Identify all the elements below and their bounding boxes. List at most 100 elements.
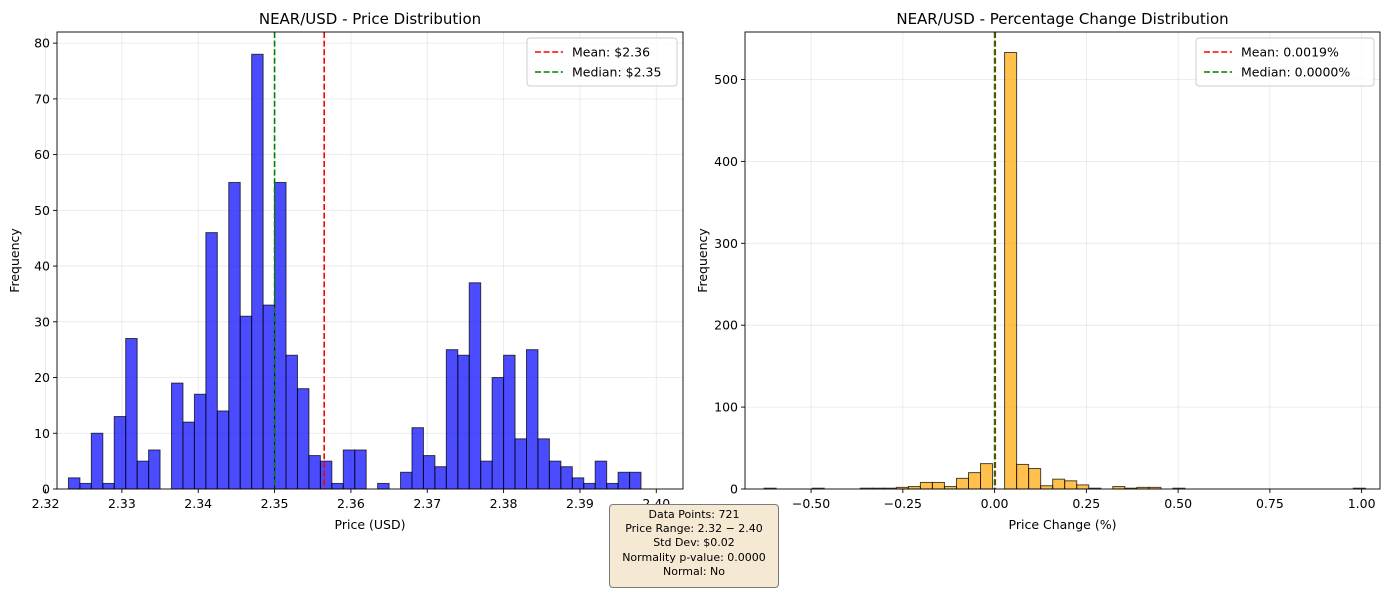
stat-normal: Normal: No xyxy=(663,564,725,578)
histogram-bar xyxy=(377,482,390,490)
y-axis-label: Frequency xyxy=(695,228,710,293)
histogram-bar xyxy=(537,438,550,490)
x-tick-label: 2.33 xyxy=(108,496,136,511)
legend-median-label: Median: 0.0000% xyxy=(1241,65,1350,80)
y-tick-label: 100 xyxy=(714,400,738,415)
histogram-bar xyxy=(251,53,264,490)
histogram-bar xyxy=(931,481,945,490)
plot-frame xyxy=(56,31,684,490)
y-tick-label: 500 xyxy=(714,72,738,87)
y-axis-label: Frequency xyxy=(7,228,22,293)
histogram-bar xyxy=(285,354,298,490)
x-tick-label: −0.50 xyxy=(792,496,830,511)
histogram-bar xyxy=(1052,478,1066,490)
legend-box xyxy=(1195,37,1375,87)
histogram-bar xyxy=(148,449,161,490)
x-tick-label: 0.00 xyxy=(981,496,1009,511)
y-tick-label: 400 xyxy=(714,154,738,169)
histogram-bar xyxy=(90,432,104,490)
histogram-bar xyxy=(919,481,933,490)
legend: Mean: 0.0019% Median: 0.0000% xyxy=(1195,37,1375,87)
price-distribution-chart: 2.322.332.342.352.362.372.382.392.400102… xyxy=(7,10,684,532)
histogram-bar xyxy=(548,460,562,490)
histogram-bar xyxy=(571,477,585,490)
histogram-bar xyxy=(400,471,413,490)
y-tick-label: 40 xyxy=(34,259,50,274)
histogram-bar xyxy=(193,393,207,490)
x-tick-label: 2.34 xyxy=(184,496,212,511)
y-tick-label: 80 xyxy=(34,36,50,51)
histogram-bar xyxy=(171,382,184,490)
histogram-bar xyxy=(445,349,459,490)
histogram-bar xyxy=(1064,480,1078,490)
x-axis-label: Price (USD) xyxy=(335,517,406,532)
histogram-bar xyxy=(182,421,195,490)
stat-normality: Normality p-value: 0.0000 xyxy=(622,550,766,564)
x-tick-label: 2.37 xyxy=(413,496,441,511)
y-tick-label: 60 xyxy=(34,147,50,162)
y-tick-label: 0 xyxy=(42,482,50,497)
x-tick-label: 2.39 xyxy=(566,496,594,511)
histogram-bar xyxy=(468,282,482,490)
stat-data-points: Data Points: 721 xyxy=(648,508,740,521)
histogram-bar xyxy=(503,354,516,490)
histogram-bar xyxy=(457,354,470,490)
x-tick-label: −0.25 xyxy=(884,496,922,511)
histogram-bar xyxy=(491,377,505,490)
percentage-change-chart: −0.50 −0.25 0.00 0.25 0.50 0.75 1.00 0 100 200 300… xyxy=(695,10,1381,532)
histogram-bar xyxy=(354,449,367,490)
histogram-bar xyxy=(216,410,230,490)
histogram-bar xyxy=(955,477,970,490)
legend-box xyxy=(526,37,678,87)
plot-frame xyxy=(744,31,1381,490)
x-tick-label: 0.50 xyxy=(1164,496,1192,511)
histogram-bar xyxy=(968,472,982,490)
histogram-bar xyxy=(319,460,333,490)
histogram-bar xyxy=(1028,468,1042,490)
histogram-bar xyxy=(125,338,138,490)
histogram-bar xyxy=(308,455,321,490)
chart-title: NEAR/USD - Percentage Change Distributio… xyxy=(896,10,1228,28)
legend-mean-label: Mean: 0.0019% xyxy=(1241,45,1339,60)
y-tick-label: 300 xyxy=(714,236,738,251)
x-axis-label: Price Change (%) xyxy=(1009,517,1117,532)
histogram-bar xyxy=(262,304,276,490)
histogram-bar xyxy=(296,388,310,490)
histogram-bar xyxy=(560,466,573,490)
x-tick-label: 2.35 xyxy=(261,496,289,511)
y-tick-label: 10 xyxy=(34,426,50,441)
chart-title: NEAR/USD - Price Distribution xyxy=(259,10,481,28)
histogram-bar xyxy=(113,416,127,490)
histogram-bar xyxy=(239,315,253,490)
histogram-bar xyxy=(79,482,92,490)
x-tick-label: 1.00 xyxy=(1348,496,1376,511)
y-tick-label: 70 xyxy=(34,91,50,106)
histogram-bar xyxy=(342,449,356,490)
histogram-bar xyxy=(480,460,493,490)
histogram-bar xyxy=(102,482,115,490)
histogram-bar xyxy=(980,463,994,490)
histogram-bar xyxy=(594,460,608,490)
histogram-bar xyxy=(434,466,447,490)
histogram-bar xyxy=(1004,51,1018,490)
legend: Mean: $2.36 Median: $2.35 xyxy=(526,37,678,87)
histogram-bar xyxy=(583,482,596,490)
statistics-box: Data Points: 721 Price Range: 2.32 − 2.4… xyxy=(609,504,779,588)
stat-std-dev: Std Dev: $0.02 xyxy=(653,536,735,550)
histogram-bar xyxy=(629,471,642,490)
x-tick-label: 2.32 xyxy=(32,496,60,511)
histogram-bar xyxy=(606,482,619,490)
histogram-bar xyxy=(136,460,150,490)
histogram-bar xyxy=(67,477,81,490)
histogram-bar xyxy=(228,181,241,490)
y-tick-label: 0 xyxy=(730,482,738,497)
histogram-bar xyxy=(422,455,436,490)
legend-median-label: Median: $2.35 xyxy=(572,65,661,80)
histogram-bar xyxy=(274,181,287,490)
histogram-bar xyxy=(205,232,218,490)
histogram-bar xyxy=(331,482,344,490)
y-tick-label: 50 xyxy=(34,203,50,218)
y-tick-label: 200 xyxy=(714,318,738,333)
histogram-bar xyxy=(617,471,631,490)
x-tick-label: 2.38 xyxy=(490,496,518,511)
